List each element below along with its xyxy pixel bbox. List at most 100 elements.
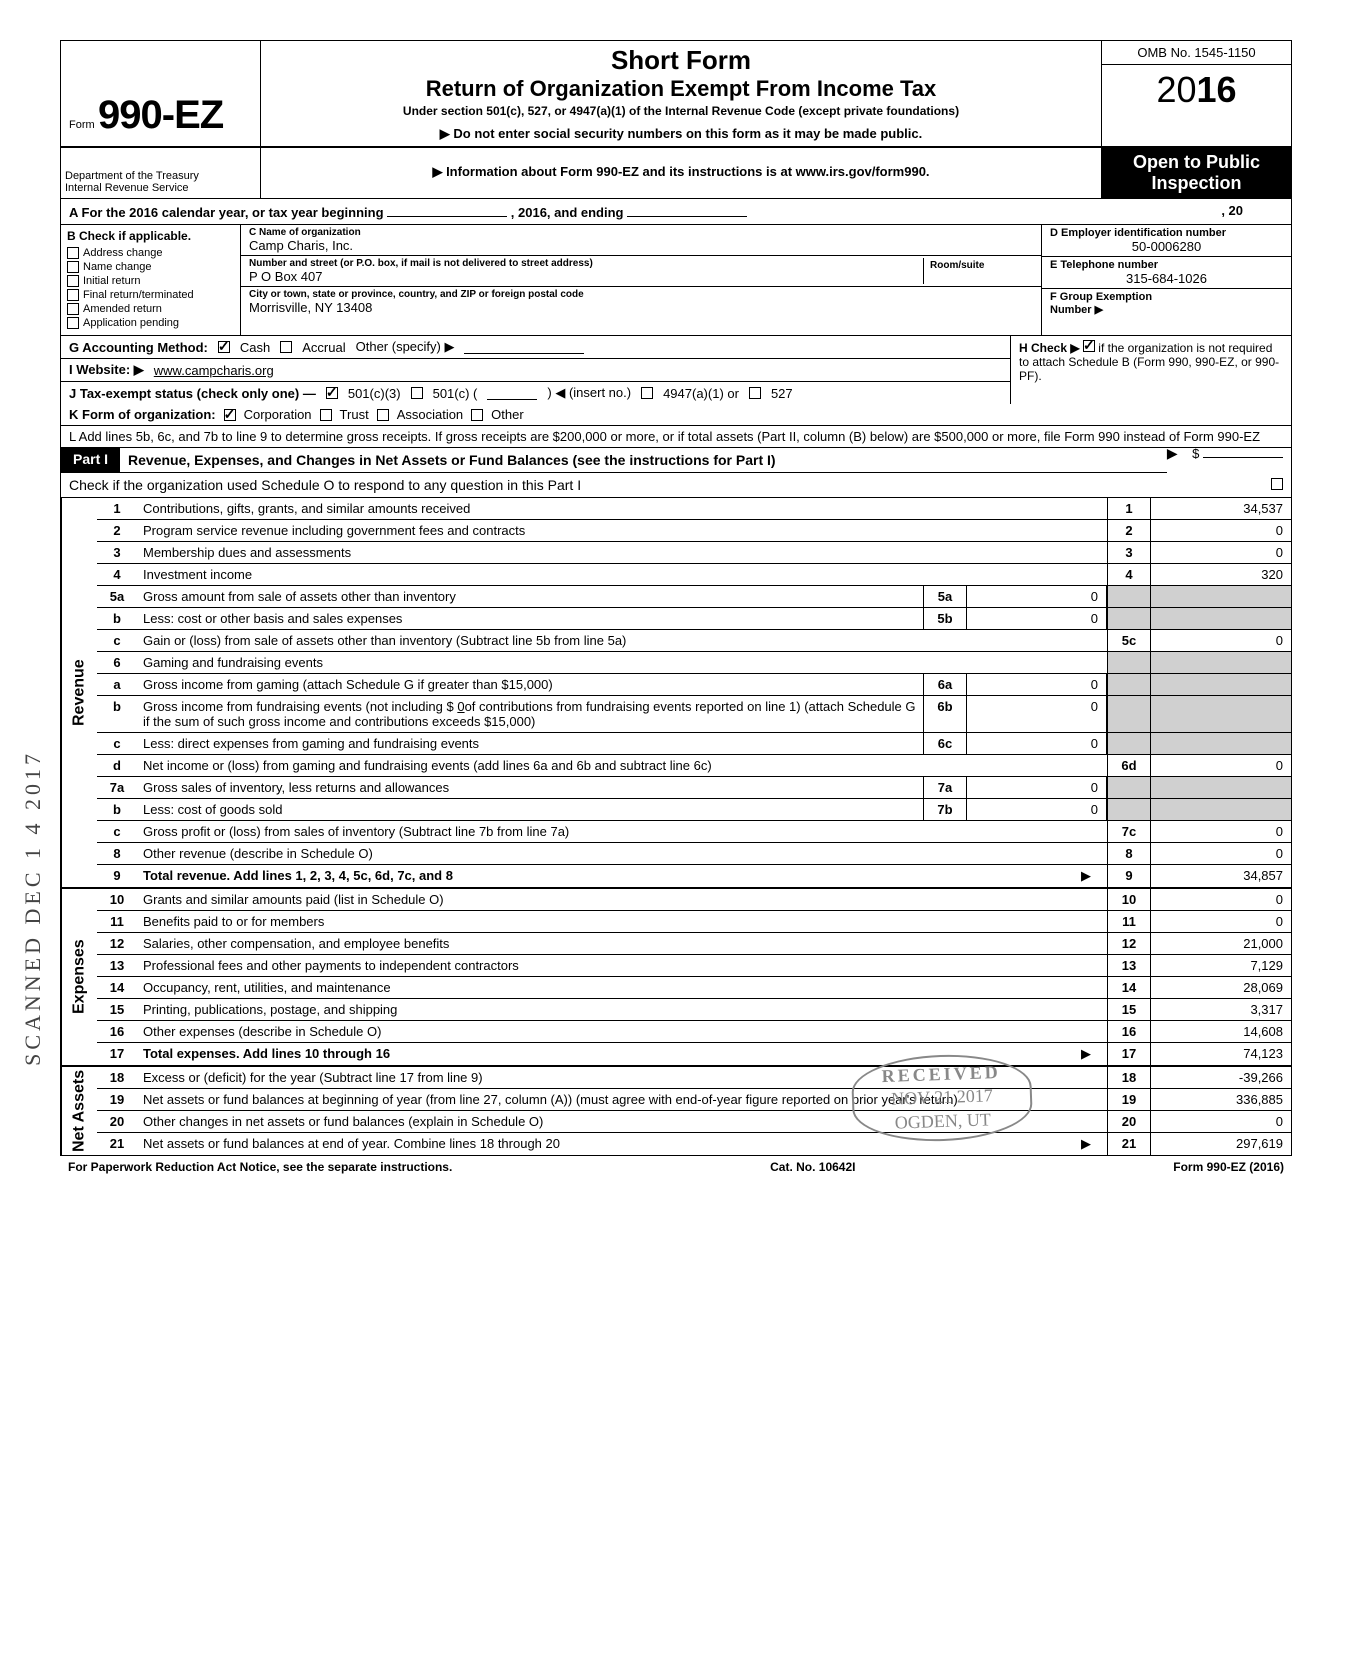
short-form-title: Short Form xyxy=(269,45,1093,76)
chk-application-pending[interactable]: Application pending xyxy=(67,317,234,329)
h-text: H Check ▶ xyxy=(1019,341,1080,355)
chk-other[interactable] xyxy=(471,409,483,421)
instr2: ▶ Information about Form 990-EZ and its … xyxy=(269,164,1093,180)
open-public: Open to Public Inspection xyxy=(1101,148,1291,198)
l9-rnum: 9 xyxy=(1107,865,1151,887)
chk-trust[interactable] xyxy=(320,409,332,421)
j-insert: ) ◀ (insert no.) xyxy=(547,385,631,401)
l1-desc: Contributions, gifts, grants, and simila… xyxy=(137,498,1107,519)
l5c-num: c xyxy=(97,630,137,651)
l6c-num: c xyxy=(97,733,137,754)
l19-rnum: 19 xyxy=(1107,1089,1151,1110)
l10-desc: Grants and similar amounts paid (list in… xyxy=(137,889,1107,910)
l15-rnum: 15 xyxy=(1107,999,1151,1020)
l2-rnum: 2 xyxy=(1107,520,1151,541)
row-i: I Website: ▶ www.campcharis.org xyxy=(61,359,1010,382)
l14-rval: 28,069 xyxy=(1151,977,1291,998)
dept-treasury: Department of the Treasury xyxy=(65,170,256,182)
l15-desc: Printing, publications, postage, and shi… xyxy=(137,999,1107,1020)
form-label: Form xyxy=(69,119,95,131)
l5c-rval: 0 xyxy=(1151,630,1291,651)
chk-4947[interactable] xyxy=(641,387,653,399)
chk-association[interactable] xyxy=(377,409,389,421)
l11-num: 11 xyxy=(97,911,137,932)
l21-rval: 297,619 xyxy=(1151,1133,1291,1155)
l6b-shaded2 xyxy=(1151,696,1291,732)
row-j: J Tax-exempt status (check only one) — 5… xyxy=(61,382,1010,404)
l20-rnum: 20 xyxy=(1107,1111,1151,1132)
l20-num: 20 xyxy=(97,1111,137,1132)
l21-rnum: 21 xyxy=(1107,1133,1151,1155)
footer-left: For Paperwork Reduction Act Notice, see … xyxy=(68,1160,452,1174)
l12-rval: 21,000 xyxy=(1151,933,1291,954)
netassets-label: Net Assets xyxy=(61,1067,97,1155)
chk-527[interactable] xyxy=(749,387,761,399)
row-h: H Check ▶ if the organization is not req… xyxy=(1011,336,1291,404)
chk-cash[interactable] xyxy=(218,341,230,353)
f-label2: Number ▶ xyxy=(1050,303,1283,316)
open-public-line1: Open to Public xyxy=(1106,152,1287,173)
b-letter: B xyxy=(67,229,76,243)
l5a-num: 5a xyxy=(97,586,137,607)
l6a-mnum: 6a xyxy=(923,674,967,695)
col-c: C Name of organization Camp Charis, Inc.… xyxy=(241,225,1041,335)
l4-rnum: 4 xyxy=(1107,564,1151,585)
chk-schedule-o[interactable] xyxy=(1271,478,1283,490)
k-corp: Corporation xyxy=(244,407,312,422)
chk-address-change[interactable]: Address change xyxy=(67,247,234,259)
chk-name-change[interactable]: Name change xyxy=(67,261,234,273)
k-other: Other xyxy=(491,407,524,422)
phone: 315-684-1026 xyxy=(1050,271,1283,286)
l7a-mval: 0 xyxy=(967,777,1107,798)
l18-rval: -39,266 xyxy=(1151,1067,1291,1088)
g-cash: Cash xyxy=(240,340,270,355)
l6a-num: a xyxy=(97,674,137,695)
chk-initial-return[interactable]: Initial return xyxy=(67,275,234,287)
chk-final-return[interactable]: Final return/terminated xyxy=(67,289,234,301)
l15-rval: 3,317 xyxy=(1151,999,1291,1020)
l16-rval: 14,608 xyxy=(1151,1021,1291,1042)
chk-501c3[interactable] xyxy=(326,387,338,399)
part1-check-text: Check if the organization used Schedule … xyxy=(69,477,581,493)
instr1: ▶ Do not enter social security numbers o… xyxy=(269,126,1093,142)
header-row2: Department of the Treasury Internal Reve… xyxy=(61,148,1291,199)
l8-rval: 0 xyxy=(1151,843,1291,864)
l7c-rnum: 7c xyxy=(1107,821,1151,842)
l6c-shaded xyxy=(1107,733,1151,754)
title-cell: Short Form Return of Organization Exempt… xyxy=(261,41,1101,146)
l10-num: 10 xyxy=(97,889,137,910)
chk-accrual[interactable] xyxy=(280,341,292,353)
l9-rval: 34,857 xyxy=(1151,865,1291,887)
l5a-shaded xyxy=(1107,586,1151,607)
f-label: F Group Exemption xyxy=(1050,291,1283,303)
k-assoc: Association xyxy=(397,407,463,422)
l5a-shaded2 xyxy=(1151,586,1291,607)
info-grid: B Check if applicable. Address change Na… xyxy=(61,225,1291,336)
i-label: I Website: ▶ xyxy=(69,362,144,378)
l11-rnum: 11 xyxy=(1107,911,1151,932)
c-city-label: City or town, state or province, country… xyxy=(249,289,1033,300)
chk-501c[interactable] xyxy=(411,387,423,399)
l6b-mval: 0 xyxy=(967,696,1107,732)
footer-mid: Cat. No. 10642I xyxy=(770,1160,855,1174)
l7b-shaded xyxy=(1107,799,1151,820)
l6b-mnum: 6b xyxy=(923,696,967,732)
l16-rnum: 16 xyxy=(1107,1021,1151,1042)
l5b-desc: Less: cost or other basis and sales expe… xyxy=(137,608,923,629)
netassets-section: Net Assets 18Excess or (deficit) for the… xyxy=(61,1067,1291,1155)
l14-num: 14 xyxy=(97,977,137,998)
l15-num: 15 xyxy=(97,999,137,1020)
l7a-mnum: 7a xyxy=(923,777,967,798)
l5b-mval: 0 xyxy=(967,608,1107,629)
chk-corporation[interactable] xyxy=(224,409,236,421)
l14-desc: Occupancy, rent, utilities, and maintena… xyxy=(137,977,1107,998)
expenses-section: Expenses 10Grants and similar amounts pa… xyxy=(61,889,1291,1067)
l4-rval: 320 xyxy=(1151,564,1291,585)
received-stamp: RECEIVED NOV 21 2017 OGDEN, UT xyxy=(851,1052,1034,1144)
l17-rnum: 17 xyxy=(1107,1043,1151,1065)
received-line3: OGDEN, UT xyxy=(874,1107,1011,1135)
l6b-desc: Gross income from fundraising events (no… xyxy=(137,696,923,732)
chk-amended-return[interactable]: Amended return xyxy=(67,303,234,315)
chk-schedule-b[interactable] xyxy=(1083,340,1095,352)
l14-rnum: 14 xyxy=(1107,977,1151,998)
